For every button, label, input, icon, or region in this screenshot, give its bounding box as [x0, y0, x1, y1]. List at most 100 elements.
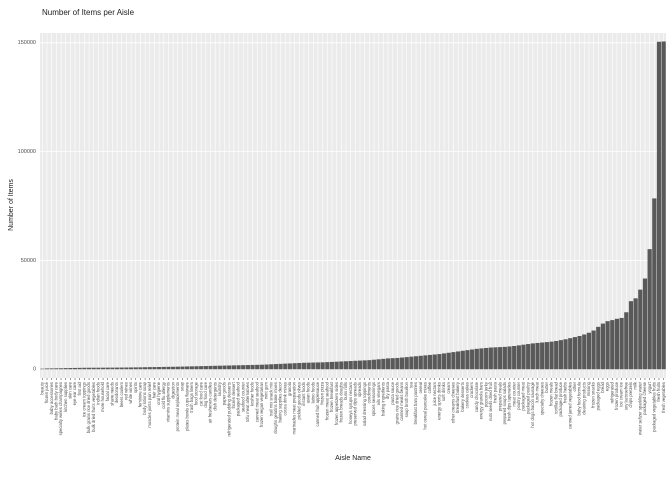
x-tick-label: paper goods [222, 382, 227, 405]
x-tick-label: body lotions soap [142, 381, 147, 414]
x-tick-label: preserved dips spreads [352, 382, 357, 426]
x-tick-label: frozen dessert [231, 381, 236, 408]
bar [413, 356, 419, 370]
bar [259, 364, 265, 370]
bar [175, 366, 180, 370]
x-tick-label: condiments [366, 382, 371, 403]
x-tick-label: protein meal replacements [175, 382, 180, 431]
x-tick-label: eye ear care [72, 381, 77, 405]
x-tick-label: ice cream ice [619, 381, 624, 406]
x-tick-label: hot dogs bacon sausage [530, 381, 535, 427]
x-tick-label: facial care [105, 381, 110, 401]
bar [558, 340, 563, 370]
x-tick-label: fresh vegetables [661, 382, 666, 413]
bar [427, 354, 433, 370]
x-tick-label: packaged cheese [642, 381, 647, 414]
x-tick-label: kitchen supplies [63, 382, 68, 412]
bar [474, 348, 479, 370]
bar [236, 365, 241, 370]
bar [72, 367, 78, 370]
bar [250, 364, 255, 370]
bar [334, 361, 339, 370]
bar [465, 350, 470, 370]
bar [269, 364, 274, 370]
x-tick-label: spirits [133, 382, 138, 393]
x-tick-label: cat food care [198, 381, 203, 406]
x-tick-label: honeys syrups nectars [348, 382, 353, 424]
x-tick-label: first aid [77, 381, 82, 395]
bar [96, 367, 101, 370]
bar [399, 357, 405, 370]
bar [512, 346, 517, 370]
x-tick-label: nuts seeds dried fruit [488, 381, 493, 421]
x-tick-label: packaged meat [521, 381, 526, 410]
bar [82, 367, 87, 370]
x-tick-label: prepared soups salads [502, 382, 507, 424]
bar [40, 368, 45, 370]
bar [638, 289, 643, 370]
bar [656, 41, 662, 370]
bar [77, 367, 82, 370]
bar [596, 326, 601, 370]
x-tick-label: baby accessories [49, 382, 54, 414]
x-tick-label: instant foods [301, 382, 306, 406]
x-tick-label: cocoa drink mixes [282, 382, 287, 416]
x-tick-label: kosher foods [250, 382, 255, 406]
bar [376, 359, 381, 370]
bar [498, 347, 503, 370]
x-tick-label: marinades meat preparation [292, 381, 297, 434]
x-tick-label: latino foods [310, 382, 315, 403]
y-tick-label: 100000 [18, 149, 36, 155]
bar [245, 365, 250, 370]
x-tick-label: cold flu allergy [161, 381, 166, 409]
x-tick-label: lunch meat [535, 381, 540, 402]
x-tick-label: digestion [170, 381, 175, 398]
y-tick-label: 0 [33, 367, 36, 373]
bar [437, 354, 442, 370]
bar [572, 337, 578, 370]
bar [381, 358, 386, 370]
bar [325, 362, 330, 370]
bar [362, 360, 367, 370]
x-tick-label: other [572, 381, 577, 391]
bar [493, 347, 498, 370]
bar [213, 365, 218, 370]
chart-title: Number of Items per Aisle [42, 8, 135, 17]
bar [390, 358, 395, 370]
bar [287, 363, 293, 370]
x-tick-label: tea [409, 381, 414, 387]
x-tick-label: muscles joints pain relief [147, 381, 152, 427]
bar [554, 340, 559, 370]
x-tick-label: laundry [217, 381, 222, 396]
bar [194, 366, 199, 370]
x-tick-label: food storage [194, 381, 199, 405]
bar [157, 367, 162, 370]
x-tick-label: indian foods [96, 382, 101, 405]
bar [283, 363, 288, 370]
x-tick-label: baby bath body care [53, 381, 58, 420]
bar [114, 367, 120, 370]
bar [456, 351, 461, 370]
x-tick-label: fresh pasta [493, 381, 498, 402]
bar [647, 249, 652, 370]
x-tick-label: dry pasta [385, 381, 390, 399]
x-tick-label: chips pretzels [628, 382, 633, 408]
x-tick-label: asian foods [306, 382, 311, 403]
bar [470, 349, 475, 370]
x-tick-label: specialty cheeses [539, 382, 544, 415]
bar [217, 365, 222, 370]
x-tick-label: doughs gelatins bake mixes [273, 382, 278, 434]
bar [441, 353, 447, 370]
x-tick-label: oils vinegars [376, 382, 381, 405]
bar [619, 317, 624, 370]
bar [339, 361, 344, 370]
bar [264, 364, 269, 370]
x-tick-label: granola [287, 381, 292, 396]
bar [320, 362, 325, 370]
x-tick-label: frozen appetizers sides [334, 382, 339, 425]
x-tick-label: coffee [427, 381, 432, 393]
x-tick-label: bulk dried fruits vegetables [91, 382, 96, 432]
bar [568, 338, 573, 370]
bar [582, 334, 587, 370]
x-tick-label: baking supplies decor [278, 381, 283, 422]
